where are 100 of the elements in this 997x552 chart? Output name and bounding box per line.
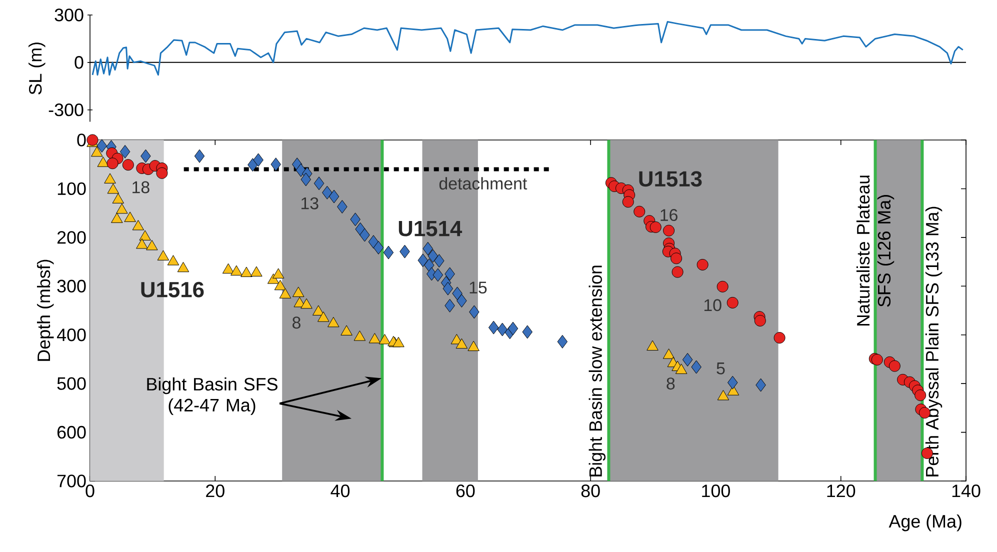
annotation: 8	[292, 316, 300, 329]
point	[727, 376, 738, 390]
point	[270, 158, 281, 172]
point	[250, 266, 262, 276]
point	[622, 196, 634, 208]
point	[456, 338, 468, 349]
y-tick-label: 200	[57, 231, 86, 244]
annotation: 16	[660, 209, 678, 222]
annotation: 18	[132, 181, 150, 194]
point	[662, 348, 675, 359]
point	[392, 336, 404, 348]
point	[418, 254, 428, 268]
point	[167, 255, 180, 266]
point	[112, 193, 124, 204]
point	[726, 296, 738, 308]
point	[488, 320, 499, 334]
point	[717, 390, 730, 400]
point	[86, 134, 98, 146]
point	[670, 252, 682, 264]
x-tick-label: 40	[330, 484, 350, 498]
y-axis-title: SL (m)	[28, 42, 46, 94]
point	[696, 258, 708, 270]
annotation: 15	[470, 282, 487, 294]
point	[314, 176, 324, 190]
point	[194, 149, 205, 163]
annotation: detachment	[439, 177, 528, 190]
point	[337, 200, 348, 214]
point	[146, 240, 158, 250]
line-series	[92, 21, 964, 76]
y-tick-label: 700	[57, 474, 86, 488]
point	[248, 158, 258, 172]
point	[756, 378, 766, 392]
point	[312, 305, 324, 316]
point	[432, 268, 444, 282]
point	[675, 364, 688, 374]
point	[428, 249, 438, 263]
point	[139, 230, 151, 240]
point	[888, 360, 900, 372]
point	[442, 282, 454, 296]
point	[378, 334, 391, 344]
point	[522, 325, 533, 339]
point	[354, 330, 366, 341]
x-tick-label: 80	[581, 484, 600, 498]
point	[456, 294, 467, 308]
point	[672, 266, 684, 278]
point	[360, 228, 370, 242]
point	[136, 238, 148, 249]
point	[340, 325, 352, 336]
point	[240, 266, 252, 277]
y-tick-label: 0	[74, 56, 84, 69]
point	[274, 280, 286, 290]
point	[157, 250, 170, 260]
x-tick-label: 120	[827, 484, 856, 498]
point	[106, 158, 118, 170]
point	[646, 340, 658, 351]
point	[300, 298, 312, 309]
point	[140, 149, 151, 163]
point	[322, 186, 332, 200]
point	[104, 173, 116, 184]
y-axis-title: Depth (mbsf)	[37, 260, 54, 361]
point	[424, 258, 434, 272]
point	[292, 286, 304, 297]
point	[253, 153, 264, 167]
x-tick-label: 140	[952, 484, 980, 498]
series-label: U1513	[639, 171, 702, 187]
point	[116, 203, 128, 214]
point	[716, 280, 728, 292]
x-tick-label: 100	[702, 484, 730, 498]
point	[91, 146, 103, 157]
point	[107, 183, 120, 194]
point	[497, 322, 508, 336]
x-tick-label: 60	[456, 484, 475, 498]
point	[122, 159, 134, 171]
annotation: 8	[666, 378, 675, 390]
point	[452, 286, 462, 300]
point	[124, 212, 136, 222]
point	[650, 221, 662, 233]
point	[373, 240, 384, 254]
point	[272, 268, 284, 278]
point	[557, 334, 568, 348]
legend-label: U1516	[141, 282, 204, 298]
y-tick-label: 400	[56, 328, 86, 342]
point	[177, 262, 190, 272]
annotation: 10	[704, 299, 722, 312]
point	[508, 322, 518, 336]
y-tick-label: 600	[57, 426, 86, 439]
point	[469, 305, 480, 319]
point	[400, 244, 410, 258]
point	[468, 340, 480, 352]
x-tick-label: 0	[86, 484, 94, 498]
point	[691, 360, 702, 374]
y-tick-label: 100	[58, 182, 86, 196]
y-tick-label: -300	[48, 103, 84, 116]
point	[383, 246, 394, 260]
point	[132, 220, 144, 230]
point	[663, 224, 675, 236]
point	[318, 312, 330, 322]
x-tick-label: 20	[206, 484, 224, 498]
point	[111, 212, 123, 223]
point	[774, 332, 786, 344]
